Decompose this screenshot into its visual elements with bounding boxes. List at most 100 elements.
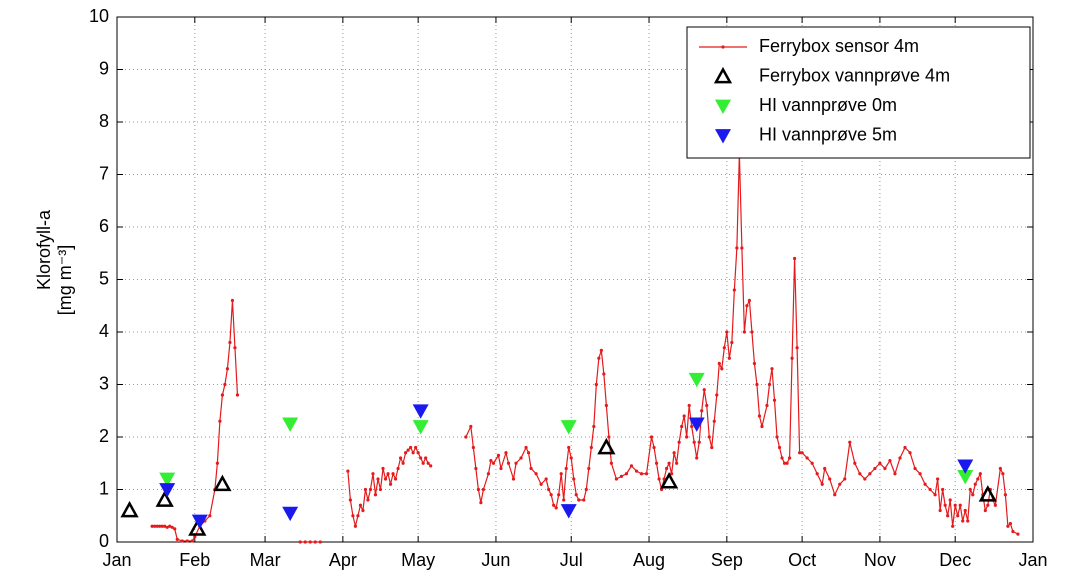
legend-dot <box>721 45 725 49</box>
data-point <box>476 487 480 492</box>
data-point <box>730 340 734 345</box>
data-point <box>150 524 154 528</box>
data-point <box>519 456 523 460</box>
x-tick-label: Jan <box>102 550 131 570</box>
y-tick-label: 10 <box>89 6 109 26</box>
data-point <box>700 409 704 413</box>
data-point <box>514 461 518 465</box>
data-point <box>843 477 847 481</box>
data-point <box>175 537 179 541</box>
data-point <box>722 346 726 350</box>
data-point <box>215 461 219 465</box>
data-point <box>308 540 312 544</box>
data-point <box>496 453 501 457</box>
data-point <box>948 498 952 502</box>
data-point <box>582 498 586 502</box>
marker <box>957 469 974 485</box>
data-point <box>526 451 531 455</box>
x-tick-label: Jun <box>481 550 510 570</box>
marker <box>688 417 705 432</box>
data-point <box>567 445 571 450</box>
marker <box>155 490 174 507</box>
data-point <box>363 487 368 492</box>
data-point <box>946 514 950 518</box>
data-point <box>351 514 355 518</box>
data-point <box>785 461 789 465</box>
data-point <box>1016 532 1020 536</box>
data-point <box>670 472 674 476</box>
y-tick-label: 0 <box>99 531 109 551</box>
data-point <box>562 498 566 502</box>
data-point <box>667 461 671 465</box>
data-point <box>752 361 757 366</box>
marker <box>120 500 139 518</box>
data-point <box>953 503 957 507</box>
data-point <box>740 246 744 250</box>
data-point <box>313 540 317 544</box>
data-point <box>757 414 762 418</box>
data-point <box>863 477 867 481</box>
data-point <box>971 493 975 497</box>
data-point <box>421 461 425 465</box>
legend-marker <box>715 129 731 144</box>
data-point <box>712 419 716 423</box>
data-point <box>717 361 721 366</box>
data-point <box>745 304 749 308</box>
data-point <box>481 487 485 492</box>
x-tick-label: Nov <box>864 550 896 570</box>
data-point <box>1006 524 1010 528</box>
y-axis-label: Klorofyll-a <box>34 209 54 290</box>
data-point <box>371 472 375 476</box>
data-point <box>180 539 184 543</box>
data-point <box>649 435 654 439</box>
data-point <box>973 482 977 486</box>
data-point <box>223 382 227 387</box>
data-point <box>386 472 390 476</box>
data-point <box>208 514 212 518</box>
data-point <box>506 461 511 465</box>
data-point <box>368 487 373 492</box>
data-point <box>499 466 503 471</box>
marker <box>282 506 299 522</box>
data-point <box>185 539 189 543</box>
marker <box>597 437 616 455</box>
data-point <box>838 482 842 486</box>
y-axis-label: [mg m⁻³] <box>55 245 75 316</box>
marker <box>659 472 679 489</box>
data-point <box>918 472 922 476</box>
data-point <box>619 474 624 478</box>
data-point <box>695 456 699 460</box>
data-point <box>391 472 395 476</box>
data-point <box>569 456 573 460</box>
data-point <box>416 451 420 455</box>
y-tick-label: 7 <box>99 163 109 183</box>
data-point <box>574 493 578 497</box>
x-tick-label: Oct <box>788 550 816 570</box>
data-point <box>848 440 852 444</box>
data-point <box>795 346 799 350</box>
data-point <box>469 424 473 429</box>
data-point <box>755 382 759 387</box>
data-point <box>346 469 350 473</box>
data-point <box>805 456 809 460</box>
y-tick-label: 6 <box>99 216 109 236</box>
data-point <box>373 493 378 497</box>
data-point <box>358 503 363 507</box>
data-point <box>993 503 997 507</box>
data-point <box>798 451 802 455</box>
data-point <box>594 382 598 387</box>
data-point <box>903 445 907 450</box>
y-tick-label: 4 <box>99 321 109 341</box>
y-tick-label: 5 <box>99 268 109 288</box>
data-point <box>697 440 701 444</box>
data-point <box>770 367 774 371</box>
data-point <box>414 445 418 450</box>
x-tick-label: Jul <box>560 550 583 570</box>
x-tick-label: Sep <box>711 550 743 570</box>
data-point <box>928 487 932 492</box>
marker <box>191 514 208 529</box>
x-tick-label: Jan <box>1018 550 1047 570</box>
legend-box <box>686 26 1031 159</box>
data-point <box>680 424 684 429</box>
